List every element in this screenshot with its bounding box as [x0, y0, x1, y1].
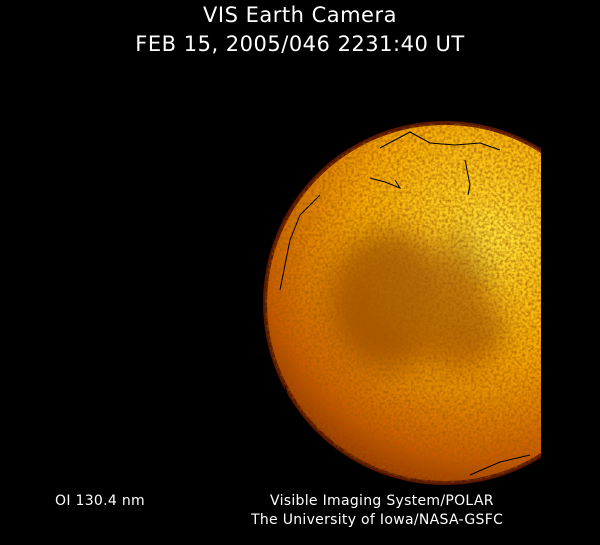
image-timestamp: FEB 15, 2005/046 2231:40 UT	[135, 32, 465, 56]
credit-instrument: Visible Imaging System/POLAR	[270, 493, 494, 509]
image-title: VIS Earth Camera	[203, 3, 397, 27]
coastline-overlay	[279, 131, 531, 476]
credit-institution: The University of Iowa/NASA-GSFC	[251, 512, 504, 528]
wavelength-band-label: OI 130.4 nm	[55, 493, 145, 509]
